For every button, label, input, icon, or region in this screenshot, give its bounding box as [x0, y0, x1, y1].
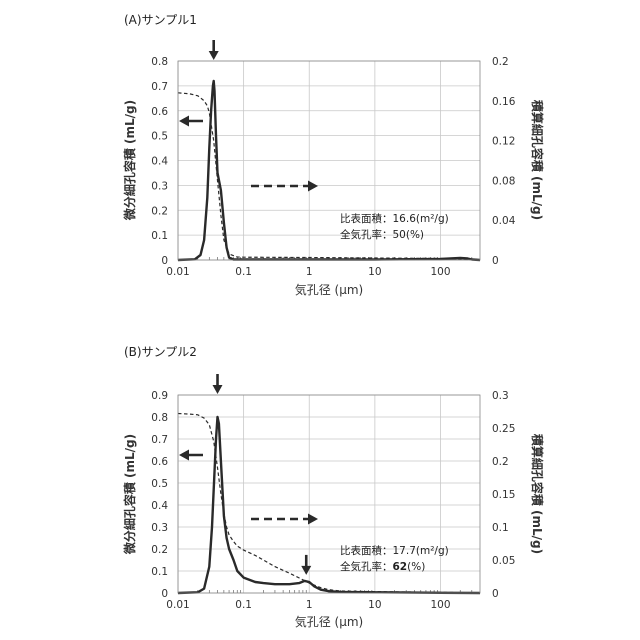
panel-a-x-tick-label: 10 — [368, 266, 381, 278]
panel-b-y2-axis-label: 積算細孔容積 (mL/g) — [530, 433, 545, 554]
panel-b-y2-tick-label: 0.25 — [492, 423, 515, 435]
panel-a-left-arrow-icon — [179, 116, 203, 127]
panel-a-y-tick-label: 0.6 — [151, 106, 168, 118]
panel-b-y-tick-label: 0.8 — [151, 412, 168, 424]
panel-b-y-tick-label: 0.4 — [151, 500, 168, 512]
panel-a-y-tick-label: 0 — [161, 255, 168, 267]
panel-b-peak-marker-arrow-icon — [301, 555, 311, 575]
panel-b-peak-marker-arrow-icon — [213, 374, 223, 394]
panel-b-annotation-surface-area: 比表面積：17.7(m²/g) — [340, 544, 449, 557]
panel-a-y-tick-label: 0.2 — [151, 205, 168, 217]
panel-a-annotation-surface-area: 比表面積：16.6(m²/g) — [340, 212, 449, 225]
panel-b-x-tick-label: 10 — [368, 599, 381, 611]
panel-a-y-tick-label: 0.1 — [151, 230, 168, 242]
panel-b-y-tick-label: 0.6 — [151, 456, 168, 468]
panel-b-x-tick-label: 100 — [430, 599, 450, 611]
panel-b-porosity-label: 全気孔率： — [340, 560, 393, 573]
panel-a-x-tick-label: 0.01 — [166, 266, 189, 278]
panel-b-y2-tick-label: 0.3 — [492, 390, 509, 402]
panel-a-x-tick-label: 1 — [306, 266, 313, 278]
panel-a: (A)サンプル1 0.01 0.1 1 10 100 0 0.1 0.2 0.3 0.4 0.5 0… — [122, 13, 545, 297]
panel-b-porosity-unit: (%) — [407, 561, 425, 573]
panel-a-y-tick-label: 0.5 — [151, 131, 168, 143]
panel-b-y2-tick-label: 0.05 — [492, 555, 515, 567]
panel-b-y-tick-label: 0.7 — [151, 434, 168, 446]
panel-a-y2-axis-label: 積算細孔容積 (mL/g) — [530, 99, 545, 220]
panel-a-y2-tick-label: 0 — [492, 255, 499, 267]
panel-a-x-axis-label: 気孔径 (μm) — [295, 282, 364, 297]
panel-b-y2-tick-label: 0.2 — [492, 456, 509, 468]
panel-a-y2-tick-label: 0.08 — [492, 175, 515, 187]
panel-b: (B)サンプル2 0.01 0.1 1 10 100 0 0.1 0.2 0.3 0.4 0.5 0… — [122, 345, 545, 629]
panel-a-x-tick-label: 100 — [430, 266, 450, 278]
panel-b-x-tick-label: 0.01 — [166, 599, 189, 611]
panel-b-x-axis-label: 気孔径 (μm) — [295, 614, 364, 629]
panel-b-y-axis-label: 微分細孔容積 (mL/g) — [122, 434, 137, 555]
panel-b-y-tick-label: 0.2 — [151, 544, 168, 556]
panel-b-y-tick-label: 0 — [161, 588, 168, 600]
panel-a-peak-marker-arrow-icon — [209, 40, 219, 60]
panel-a-y2-tick-label: 0.2 — [492, 56, 509, 68]
panel-b-porosity-value: 62 — [393, 561, 408, 573]
panel-b-y2-tick-label: 0.15 — [492, 489, 515, 501]
panel-a-y-axis-label: 微分細孔容積 (mL/g) — [122, 100, 137, 221]
panel-a-y2-tick-label: 0.04 — [492, 215, 516, 227]
panel-a-x-tick-label: 0.1 — [235, 266, 252, 278]
panel-a-right-arrow-icon — [251, 181, 318, 192]
panel-b-annotation-porosity: 全気孔率：62(%) — [340, 560, 425, 573]
panel-b-y-tick-label: 0.5 — [151, 478, 168, 490]
panel-a-title: (A)サンプル1 — [124, 13, 197, 27]
panel-a-y-tick-label: 0.8 — [151, 56, 168, 68]
panel-b-y2-tick-label: 0.1 — [492, 522, 509, 534]
panel-b-y2-tick-label: 0 — [492, 588, 499, 600]
panel-a-y2-tick-label: 0.12 — [492, 136, 515, 148]
panel-b-right-arrow-icon — [251, 514, 318, 525]
panel-b-left-arrow-icon — [179, 450, 203, 461]
panel-a-annotation-porosity: 全気孔率：50(%) — [340, 228, 424, 241]
panel-b-x-tick-label: 1 — [306, 599, 313, 611]
panel-b-y-tick-label: 0.3 — [151, 522, 168, 534]
panel-a-y-tick-label: 0.7 — [151, 81, 168, 93]
panel-a-y2-tick-label: 0.16 — [492, 96, 516, 108]
panel-b-title: (B)サンプル2 — [124, 345, 197, 359]
panel-a-y-tick-label: 0.3 — [151, 180, 168, 192]
panel-a-y-tick-label: 0.4 — [151, 156, 168, 168]
panel-b-y-tick-label: 0.9 — [151, 390, 168, 402]
panel-b-y-tick-label: 0.1 — [151, 566, 168, 578]
panel-b-x-tick-label: 0.1 — [235, 599, 252, 611]
